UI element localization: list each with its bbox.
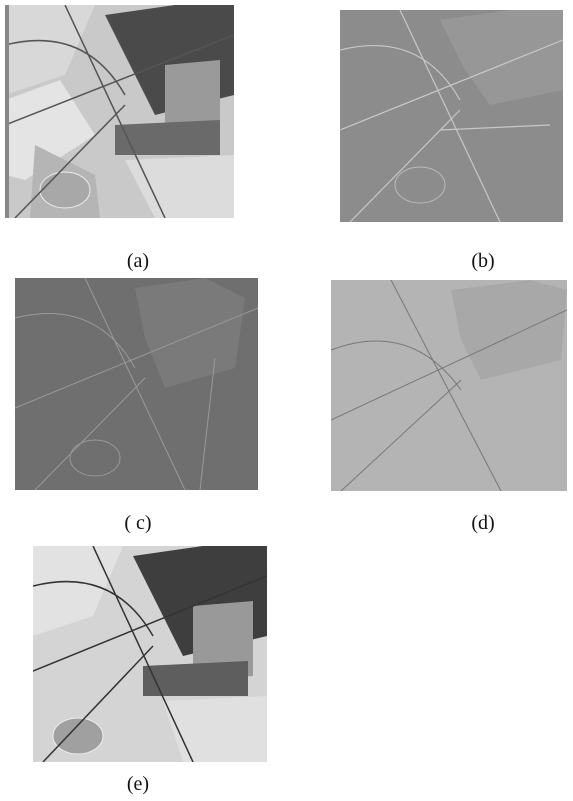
caption: (a) (127, 250, 149, 273)
caption: (e) (127, 773, 149, 796)
caption: (d) (471, 512, 494, 535)
image-filtered (340, 10, 563, 222)
caption: ( c) (124, 512, 151, 535)
image-filtered (15, 278, 258, 490)
caption: (b) (471, 250, 494, 273)
image-original (5, 5, 234, 218)
image-reconstructed (33, 546, 267, 762)
image-filtered (331, 280, 567, 491)
figure-page: (a) (b) ( c) (d) (e) (() => { const data… (0, 0, 573, 801)
